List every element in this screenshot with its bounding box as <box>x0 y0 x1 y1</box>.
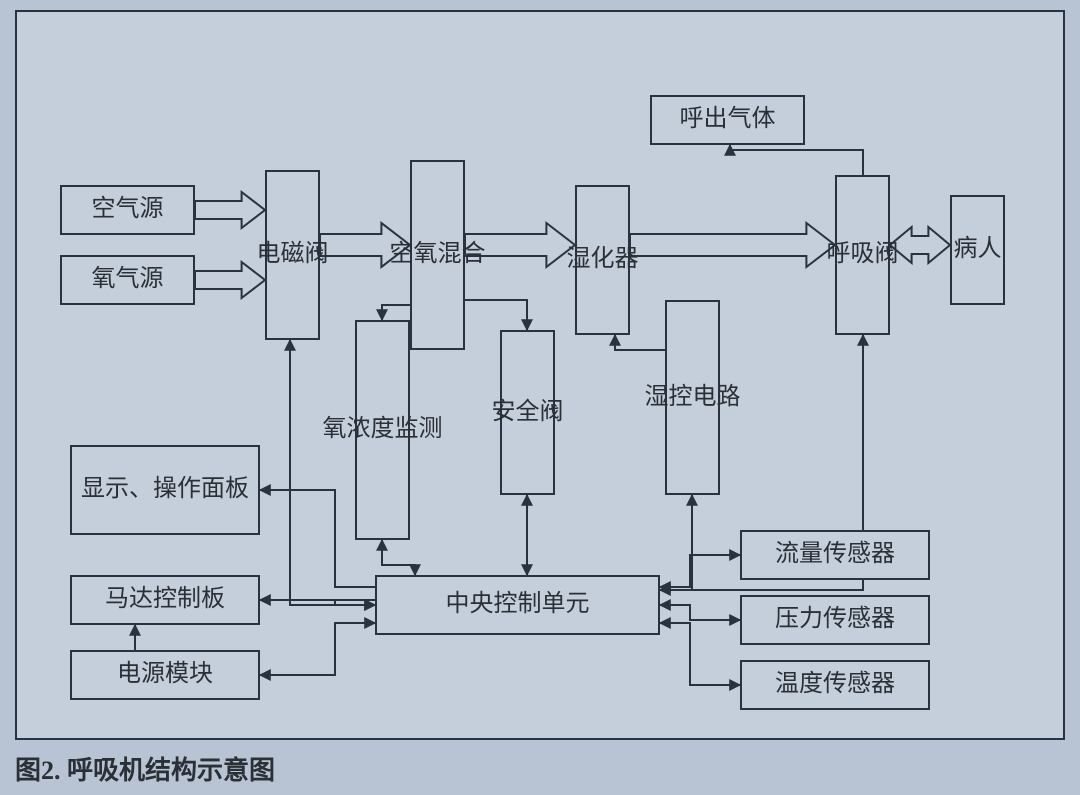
node-breath_v: 呼吸阀 <box>835 175 890 335</box>
node-o2_src: 氧气源 <box>60 255 195 305</box>
node-mixer: 空氧混合 <box>410 160 465 350</box>
node-power: 电源模块 <box>70 650 260 700</box>
figure-caption: 图2. 呼吸机结构示意图 <box>15 750 275 787</box>
node-humid_c: 湿控电路 <box>665 300 720 495</box>
node-humid: 湿化器 <box>575 185 630 335</box>
node-solenoid: 电磁阀 <box>265 170 320 340</box>
node-patient: 病人 <box>950 195 1005 305</box>
node-s_flow: 流量传感器 <box>740 530 930 580</box>
node-air_src: 空气源 <box>60 185 195 235</box>
node-ccu: 中央控制单元 <box>375 575 660 635</box>
page: 空气源氧气源 电磁阀 空氧混合 湿化器呼出气体呼吸阀 病人氧浓度监测 安全阀 湿控电路显示、… <box>0 0 1080 795</box>
node-o2_mon: 氧浓度监测 <box>355 320 410 540</box>
node-motor: 马达控制板 <box>70 575 260 625</box>
node-safety: 安全阀 <box>500 330 555 495</box>
node-s_press: 压力传感器 <box>740 595 930 645</box>
node-s_temp: 温度传感器 <box>740 660 930 710</box>
node-panel: 显示、操作面板 <box>70 445 260 535</box>
node-exhale: 呼出气体 <box>650 95 805 145</box>
